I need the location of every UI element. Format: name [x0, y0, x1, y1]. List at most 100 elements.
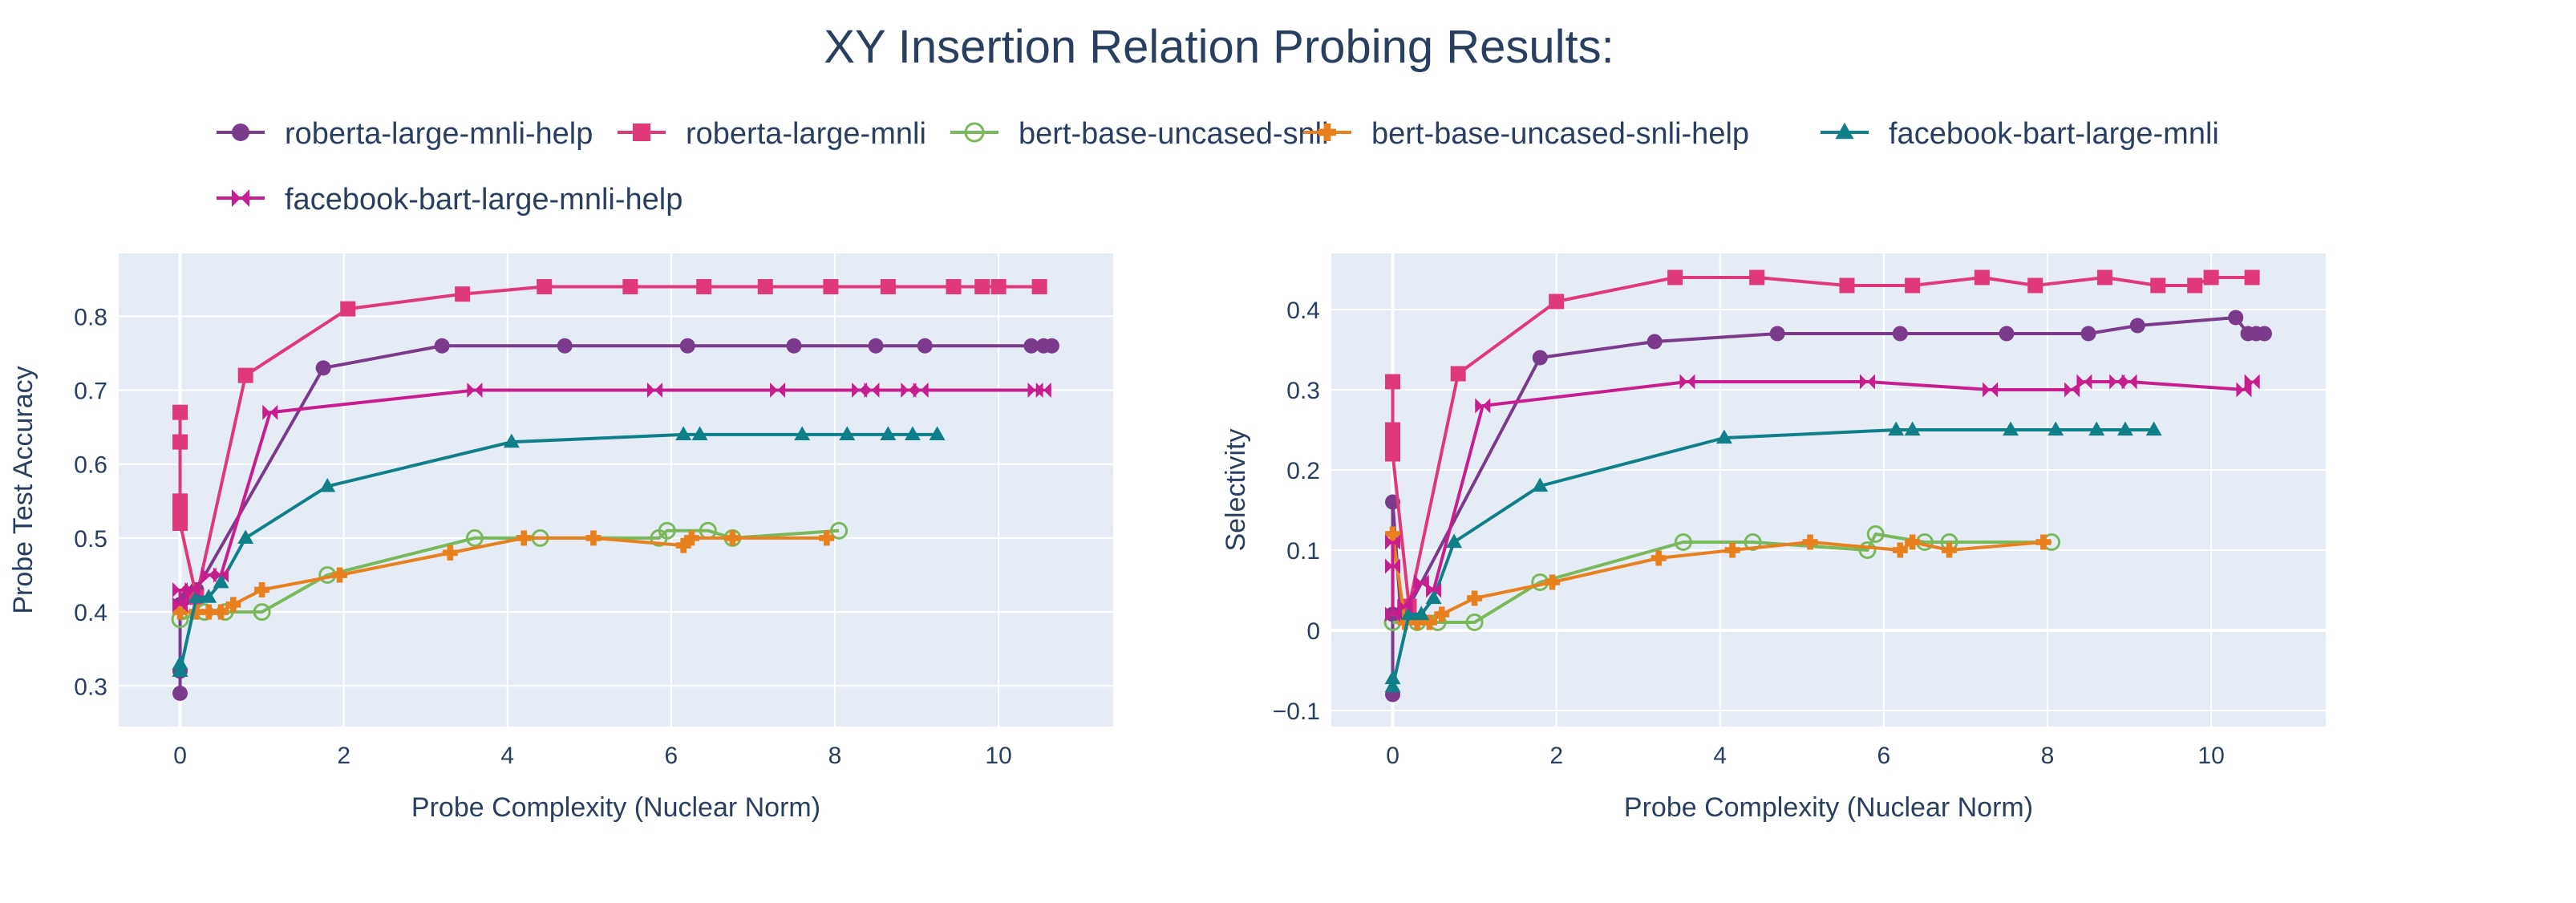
data-point	[172, 655, 188, 670]
data-point-shape	[213, 573, 229, 589]
data-point-shape	[319, 477, 336, 492]
data-point	[465, 528, 484, 547]
data-point	[1421, 614, 1437, 630]
data-point-shape-v	[1389, 526, 1396, 542]
x-tick-label: 0	[173, 743, 187, 769]
data-point-shape	[794, 426, 811, 440]
legend-item-roberta-large-mnli: roberta-large-mnli	[618, 117, 926, 151]
data-point	[1532, 350, 1548, 366]
legend-marker-triangle	[1835, 122, 1854, 140]
data-point-shape-v	[447, 545, 454, 561]
series-bert-base-uncased-snli-help	[1385, 526, 2051, 630]
data-point	[1532, 477, 1549, 492]
data-point-shape	[2256, 326, 2272, 342]
data-point	[1892, 542, 1908, 558]
data-point	[200, 589, 217, 603]
data-point	[2096, 269, 2112, 285]
data-point-shape	[172, 434, 188, 450]
series-facebook-bart-large-mnli-help	[172, 383, 1051, 613]
data-point	[691, 426, 708, 440]
data-point-shape	[537, 278, 553, 294]
data-point	[2244, 269, 2260, 285]
data-point	[757, 278, 773, 294]
data-point-shape-v	[1438, 606, 1445, 622]
data-point	[1646, 334, 1663, 350]
data-point	[823, 278, 839, 294]
data-point-shape-v	[729, 530, 736, 546]
data-point	[2003, 421, 2019, 436]
data-point	[819, 530, 835, 546]
data-point-shape	[1858, 541, 1877, 559]
data-point	[213, 604, 229, 620]
legend-marker-bowtie	[232, 189, 249, 207]
data-point-shape-v	[823, 530, 830, 546]
legend-item-facebook-bart-large-mnli-help: facebook-bart-large-mnli-help	[217, 183, 682, 217]
data-point	[1744, 533, 1762, 551]
data-point	[200, 604, 217, 620]
y-tick-label: 0.8	[74, 304, 107, 330]
data-point	[1905, 534, 1921, 550]
data-point-shape-v	[176, 604, 184, 620]
data-point	[188, 589, 205, 603]
data-point-shape-v	[680, 537, 687, 553]
x-tick-label: 4	[1713, 743, 1727, 769]
data-point	[786, 338, 802, 354]
legend-marker-cross	[1318, 124, 1336, 141]
data-point-shape	[2027, 277, 2043, 294]
data-point	[904, 426, 921, 440]
data-point-shape	[691, 426, 708, 440]
data-point	[2076, 374, 2092, 390]
data-point	[864, 383, 880, 399]
data-point	[213, 573, 229, 589]
data-point-shape-v	[1549, 574, 1556, 590]
data-point	[839, 426, 856, 440]
x-axis-label: Probe Complexity (Nuclear Norm)	[411, 792, 820, 823]
data-point-shape	[455, 286, 471, 302]
data-point-shape	[2116, 421, 2133, 436]
data-point-shape	[917, 338, 933, 354]
data-point	[467, 383, 483, 399]
data-point	[2116, 421, 2133, 436]
data-point	[188, 604, 205, 620]
data-point-shape	[2003, 421, 2019, 436]
data-point	[2121, 374, 2137, 390]
legend-marker-circle-open-shape	[964, 122, 985, 143]
data-point-shape-v	[590, 530, 597, 546]
data-point-shape	[1043, 338, 1059, 354]
data-point	[315, 360, 331, 376]
data-point-shape-v	[1655, 550, 1663, 566]
data-point-shape-v	[520, 530, 527, 546]
data-point	[2203, 269, 2219, 285]
data-point-shape-v	[1807, 534, 1813, 550]
data-point	[1674, 533, 1692, 551]
data-point-shape	[172, 662, 188, 677]
data-point-shape-v	[1897, 542, 1904, 558]
plot-area	[119, 253, 1113, 727]
data-point-shape	[1413, 605, 1430, 621]
data-point-shape	[880, 278, 896, 294]
x-tick-label: 8	[2041, 743, 2055, 769]
legend-label: roberta-large-mnli-help	[285, 117, 593, 151]
data-point-shape-v	[230, 597, 237, 613]
data-point-shape-v	[193, 604, 200, 620]
data-point-shape	[823, 278, 839, 294]
data-point	[2145, 421, 2162, 436]
data-point	[434, 338, 450, 354]
data-point	[880, 278, 896, 294]
legend-item-bert-base-uncased-snli-help: bert-base-uncased-snli-help	[1303, 117, 1749, 151]
data-point-shape	[465, 528, 484, 547]
data-point	[990, 278, 1007, 294]
data-point	[2256, 326, 2272, 342]
data-point-shape-v	[1471, 590, 1478, 606]
data-point	[254, 581, 270, 597]
data-point	[225, 597, 241, 613]
data-point	[319, 477, 336, 492]
data-point	[1475, 398, 1491, 414]
legend-item-roberta-large-mnli-help: roberta-large-mnli-help	[217, 117, 593, 151]
data-point-shape	[757, 278, 773, 294]
data-point-shape	[1446, 533, 1463, 549]
data-point	[1446, 533, 1463, 549]
data-point-shape	[990, 278, 1007, 294]
data-point	[1465, 613, 1484, 631]
y-tick-label: 0.3	[74, 674, 107, 700]
